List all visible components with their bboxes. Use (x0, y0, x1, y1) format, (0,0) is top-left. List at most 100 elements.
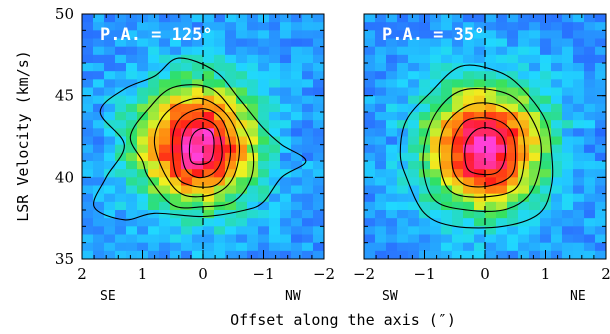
heatmap-cell (93, 136, 105, 146)
heatmap-cell (247, 95, 259, 105)
heatmap-cell (291, 103, 303, 113)
heatmap-cell (419, 79, 431, 89)
direction-label-se: SE (100, 289, 116, 304)
heatmap-cell (419, 38, 431, 48)
heatmap-cell (313, 161, 324, 170)
heatmap-cell (247, 250, 259, 259)
heatmap-cell (236, 210, 248, 219)
heatmap-cell (485, 144, 497, 154)
heatmap-cell (397, 38, 409, 48)
heatmap-cell (540, 71, 552, 80)
heatmap-cell (397, 144, 409, 154)
heatmap-cell (485, 46, 497, 56)
heatmap-cell (595, 71, 606, 80)
heatmap-cell (280, 112, 292, 121)
heatmap-cell (214, 87, 226, 97)
heatmap-cell (397, 136, 409, 146)
heatmap-cell (225, 128, 237, 138)
heatmap-cell (485, 63, 497, 72)
heatmap-cell (269, 128, 281, 138)
heatmap-cell (595, 22, 606, 31)
heatmap-cell (214, 144, 226, 154)
heatmap-cell (291, 95, 303, 105)
heatmap-cell (203, 95, 215, 105)
heatmap-cell (397, 185, 409, 195)
heatmap-cell (562, 120, 574, 129)
heatmap-cell (148, 226, 160, 236)
heatmap-cell (507, 38, 519, 48)
heatmap-cell (291, 185, 303, 195)
heatmap-cell (375, 201, 387, 211)
heatmap-cell (485, 112, 497, 121)
heatmap-cell (573, 63, 585, 72)
heatmap-cell (258, 38, 270, 48)
heatmap-cell (584, 234, 596, 244)
heatmap-cell (430, 226, 442, 236)
heatmap-cell (408, 38, 420, 48)
heatmap-cell (115, 218, 127, 227)
heatmap-cell (573, 242, 585, 252)
heatmap-cell (452, 169, 464, 178)
heatmap-cell (236, 30, 248, 40)
heatmap-cell (441, 87, 453, 97)
heatmap-cell (280, 193, 292, 203)
heatmap-cell (584, 14, 596, 23)
heatmap-cell (214, 22, 226, 31)
heatmap-cell (562, 193, 574, 203)
heatmap-cell (214, 30, 226, 40)
heatmap-cell (82, 136, 94, 146)
heatmap-cell (496, 103, 508, 113)
heatmap-cell (430, 144, 442, 154)
heatmap-cell (430, 46, 442, 56)
heatmap-cell (529, 161, 541, 170)
heatmap-cell (584, 250, 596, 259)
heatmap-cell (181, 103, 193, 113)
heatmap-cell (386, 218, 398, 227)
heatmap-cell (137, 46, 149, 56)
heatmap-cell (126, 201, 138, 211)
heatmap-cell (269, 242, 281, 252)
heatmap-cell (408, 210, 420, 219)
heatmap-cell (375, 63, 387, 72)
heatmap-cell (595, 193, 606, 203)
heatmap-cell (518, 226, 530, 236)
heatmap-cell (115, 54, 127, 64)
heatmap-cell (496, 63, 508, 72)
heatmap-cell (225, 169, 237, 178)
heatmap-cell (584, 152, 596, 162)
heatmap-cell (93, 63, 105, 72)
heatmap-cell (258, 87, 270, 97)
heatmap-cell (258, 71, 270, 80)
heatmap-cell (430, 136, 442, 146)
heatmap-cell (441, 112, 453, 121)
heatmap-cell (375, 71, 387, 80)
heatmap-cell (115, 250, 127, 259)
heatmap-cell (93, 218, 105, 227)
heatmap-cell (463, 152, 475, 162)
heatmap-cell (291, 22, 303, 31)
heatmap-cell (551, 185, 563, 195)
heatmap-cell (258, 242, 270, 252)
heatmap-cell (192, 79, 204, 89)
heatmap-cell (540, 226, 552, 236)
heatmap-cell (507, 30, 519, 40)
heatmap-cell (474, 128, 486, 138)
heatmap-cell (397, 242, 409, 252)
heatmap-cell (507, 87, 519, 97)
heatmap-cell (93, 14, 105, 23)
heatmap-cell (280, 71, 292, 80)
heatmap-cell (280, 152, 292, 162)
heatmap-cell (430, 161, 442, 170)
heatmap-cell (159, 218, 171, 227)
heatmap-cell (236, 71, 248, 80)
heatmap-cell (518, 14, 530, 23)
heatmap-cell (214, 136, 226, 146)
heatmap-cell (104, 63, 116, 72)
heatmap-cell (573, 210, 585, 219)
heatmap-cell (529, 185, 541, 195)
heatmap-cell (192, 54, 204, 64)
heatmap-cell (397, 71, 409, 80)
heatmap-cell (397, 226, 409, 236)
heatmap-cell (82, 161, 94, 170)
heatmap-cell (562, 161, 574, 170)
